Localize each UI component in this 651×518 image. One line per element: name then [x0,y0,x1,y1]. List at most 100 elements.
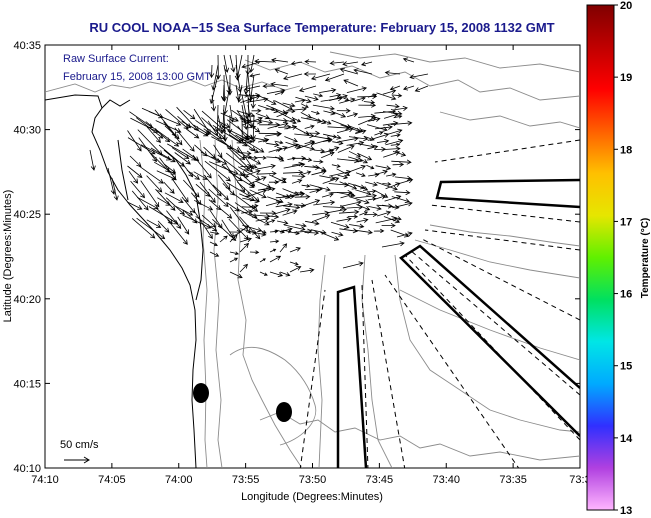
current-vector [239,172,256,187]
current-vector [354,129,367,135]
current-vector [376,138,390,144]
current-vector [386,128,403,136]
current-vector [392,201,413,209]
current-vector [321,119,332,125]
contour-line [439,111,580,129]
current-vector [229,54,236,73]
current-vector [291,173,306,179]
current-vector [265,200,282,207]
current-vector [393,114,403,119]
current-vector [311,214,331,223]
current-vector [239,114,245,143]
current-vector [229,251,240,256]
colorbar-label: Temperature (°C) [640,218,651,299]
current-vector [384,70,401,76]
current-vector [215,54,221,80]
current-vector [239,242,249,253]
current-vector [384,146,401,152]
current-vector [339,181,358,190]
contour-line [317,254,326,468]
current-vector [331,231,344,237]
current-vector [368,172,380,178]
x-axis: 74:10 74:05 74:00 73:55 73:50 73:45 73:40 73:35… [31,45,591,486]
chart-title: RU COOL NOAA−15 Sea Surface Temperature:… [89,20,554,35]
current-vector [251,108,262,113]
contour-line [329,51,580,73]
current-vector [265,131,283,137]
current-vector [346,112,359,118]
current-vector [256,170,277,177]
current-vector [229,229,242,235]
current-vector [301,170,312,175]
current-vector [221,219,234,239]
current-vector [183,179,200,198]
current-vector [247,104,254,129]
current-vector [127,201,143,210]
current-vector [298,85,317,93]
current-vector [304,140,315,145]
current-vector [391,216,402,221]
current-vector [275,207,291,214]
current-vector [157,220,170,233]
current-vector [239,225,250,233]
current-vector [394,189,411,196]
y-tick-label: 40:30 [13,125,41,137]
current-vector [283,204,301,210]
current-vector [192,154,212,179]
current-vector [167,219,188,245]
current-vector [340,192,355,199]
current-vector [291,179,303,184]
current-vector [220,84,227,102]
current-vectors [89,54,429,279]
current-vector [201,214,217,228]
current-vector [374,169,388,176]
current-vector [336,108,351,114]
current-vector [381,222,396,229]
current-vector [163,163,177,174]
current-vector [249,189,267,199]
x-axis-label: Longitude (Degrees:Minutes) [241,491,383,503]
current-vector [226,202,240,212]
current-vector [339,67,359,75]
current-vector [269,271,284,278]
current-vector [279,271,291,277]
current-vector [271,57,289,63]
current-vector [368,205,382,211]
current-vector [148,111,182,126]
current-vector [222,84,231,115]
current-vector [154,128,180,147]
current-vector [228,171,255,188]
y-tick-label: 40:25 [13,209,41,221]
current-vector [279,227,293,233]
current-vector [200,151,221,163]
current-vector [209,161,239,175]
current-vector [290,60,303,66]
current-vector [385,138,404,146]
dashed-beam [361,284,369,468]
current-vector [238,208,270,226]
x-tick-label: 74:00 [165,474,193,486]
current-vector [329,60,345,66]
current-vector [364,211,378,218]
current-vector [195,216,218,232]
current-vector [320,232,340,241]
current-vector [265,106,276,112]
current-vector [347,214,359,219]
current-vector [357,152,373,161]
current-vector [237,166,261,181]
current-vector [390,133,401,138]
current-vector [336,216,352,222]
current-vector [390,229,410,238]
current-vector [228,134,248,147]
current-vector [300,103,309,108]
dashed-beam [299,289,326,468]
current-vector [237,181,260,203]
dashed-beam [424,229,580,251]
current-vector [299,267,315,273]
current-vector [402,57,415,63]
current-vector [382,182,392,186]
current-vector [342,61,359,67]
current-vector [146,219,162,228]
current-vector [229,104,235,123]
